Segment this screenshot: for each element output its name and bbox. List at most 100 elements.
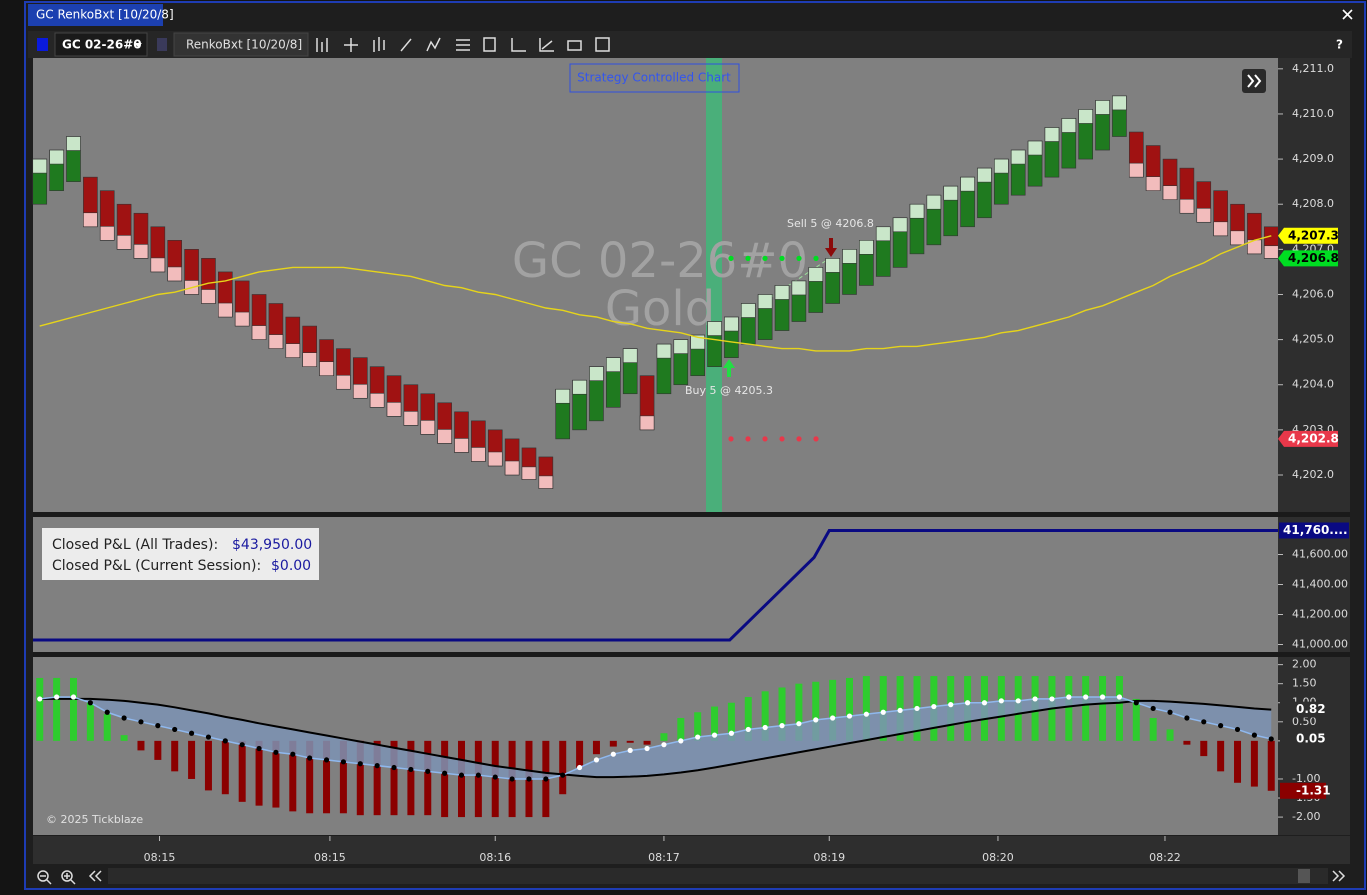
- brick-close: [926, 194, 942, 210]
- level-dot: [728, 255, 734, 261]
- y-tick-label: 41,600.00: [1292, 548, 1348, 561]
- fast-dot: [610, 751, 616, 757]
- price-label: 4,202.8: [1288, 431, 1339, 445]
- title-tab[interactable]: [28, 4, 163, 26]
- watermark: Gold: [605, 281, 715, 337]
- brick-close: [1112, 95, 1127, 111]
- fast-dot: [222, 738, 228, 744]
- brick-close: [690, 334, 705, 350]
- histogram-bar: [609, 740, 617, 747]
- histogram-bar: [272, 740, 280, 808]
- strategy-badge-text: Strategy Controlled Chart: [577, 71, 731, 85]
- histogram-bar: [626, 740, 634, 743]
- brick-close: [1078, 109, 1093, 124]
- scroll-track[interactable]: [108, 868, 1328, 884]
- brick-close: [521, 466, 537, 480]
- histogram-bar: [1267, 740, 1275, 791]
- brick-close: [1196, 207, 1212, 223]
- histogram-bar: [86, 702, 94, 741]
- level-dot: [745, 436, 751, 442]
- histogram-bar: [188, 740, 196, 779]
- price-label: 4,206.8: [1288, 251, 1339, 265]
- fast-dot: [627, 747, 633, 753]
- fast-dot: [458, 772, 465, 778]
- color-swatch[interactable]: [37, 38, 48, 51]
- price-flag: [1278, 430, 1338, 447]
- brick-close: [471, 447, 486, 462]
- histogram-bar: [204, 740, 212, 791]
- y-tick-label: 4,208.0: [1292, 197, 1334, 210]
- brick-close: [555, 388, 571, 404]
- help-button[interactable]: ?: [1336, 38, 1343, 52]
- histogram-bar: [238, 740, 246, 802]
- fast-dot: [1015, 698, 1021, 704]
- histogram-bar: [1200, 740, 1208, 757]
- fast-dot: [931, 703, 937, 710]
- histogram-bar: [289, 740, 297, 812]
- fast-dot: [964, 700, 971, 706]
- level-dot: [779, 255, 785, 261]
- watermark: GC 02-26#0: [512, 233, 808, 289]
- fast-dot: [796, 721, 802, 727]
- fast-dot: [442, 770, 448, 776]
- fast-dot: [37, 696, 43, 702]
- close-button[interactable]: [1342, 9, 1353, 20]
- histogram-bar: [1217, 740, 1225, 772]
- toolbar-icons[interactable]: [316, 37, 610, 52]
- fast-dot: [1083, 694, 1089, 700]
- fast-line: [39, 696, 1272, 780]
- brick-close: [201, 289, 216, 304]
- brick-close: [369, 393, 385, 408]
- histogram-bar: [474, 740, 482, 818]
- y-tick-label: 4,204.0: [1292, 378, 1334, 391]
- fast-dot: [408, 766, 414, 773]
- brick-close: [740, 303, 756, 318]
- fast-dot: [593, 757, 600, 763]
- brick-close: [336, 374, 351, 390]
- brick-close: [150, 257, 166, 273]
- brick-close: [32, 158, 48, 174]
- histogram-bar: [356, 740, 364, 816]
- fast-dot: [1167, 709, 1173, 715]
- navigation-icons[interactable]: [37, 870, 1346, 885]
- bar-type-selector[interactable]: [173, 32, 309, 57]
- histogram-bar: [103, 714, 111, 741]
- brick-close: [83, 212, 98, 228]
- histogram-bar: [171, 740, 179, 772]
- brick-close: [49, 149, 64, 165]
- trade-annotation: Sell 5 @ 4206.8: [787, 217, 874, 230]
- fast-dot: [1032, 696, 1038, 702]
- x-tick-label: 08:19: [813, 851, 845, 864]
- y-tick-label: 4,205.0: [1292, 333, 1334, 346]
- brick-close: [1044, 127, 1060, 142]
- histogram-bar: [407, 740, 415, 816]
- brick-close: [1162, 185, 1178, 201]
- histogram-bar: [120, 735, 128, 741]
- x-tick-label: 08:20: [982, 851, 1014, 864]
- brick-close: [487, 451, 503, 467]
- fast-dot: [1116, 694, 1123, 700]
- price-label: 4,207.3: [1288, 228, 1339, 242]
- expand-icon: [1247, 74, 1262, 88]
- brick-close: [133, 244, 149, 259]
- histogram-bar: [36, 677, 44, 741]
- value-label: -1.31: [1296, 783, 1331, 797]
- fast-dot: [1251, 732, 1257, 738]
- histogram-bar: [879, 676, 887, 741]
- strategy-badge: [569, 63, 740, 93]
- fast-dot: [998, 698, 1004, 704]
- scroll-thumb[interactable]: [1298, 869, 1310, 883]
- fast-dot: [1150, 705, 1156, 712]
- brick-close: [234, 311, 250, 327]
- color-swatch[interactable]: [157, 38, 167, 51]
- y-tick-label: 1.50: [1292, 677, 1317, 690]
- instrument-selector[interactable]: [54, 32, 148, 57]
- pnl-info-box: [42, 528, 319, 580]
- histogram-bar: [323, 740, 331, 814]
- fast-dot: [779, 723, 785, 729]
- brick-close: [1213, 221, 1228, 237]
- y-tick-label: 4,202.0: [1292, 468, 1334, 481]
- fast-dot: [492, 774, 498, 780]
- histogram-bar: [677, 717, 685, 741]
